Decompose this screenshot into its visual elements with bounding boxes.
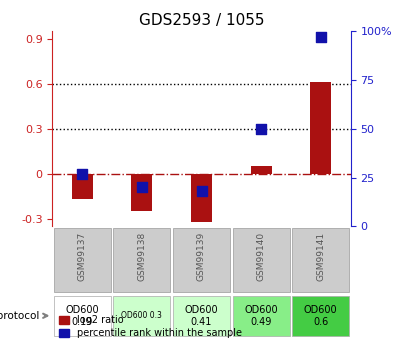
Text: OD600
0.19: OD600 0.19 [65,305,99,327]
FancyBboxPatch shape [113,228,170,292]
Text: GSM99138: GSM99138 [137,232,146,281]
Text: GSM99140: GSM99140 [257,232,266,281]
Bar [72,174,93,199]
Text: GSM99141: GSM99141 [316,232,325,281]
FancyBboxPatch shape [233,296,290,336]
Point [139,185,145,190]
Text: OD600
0.41: OD600 0.41 [185,305,218,327]
FancyBboxPatch shape [113,296,170,336]
Text: OD600
0.49: OD600 0.49 [244,305,278,327]
Legend: log2 ratio, percentile rank within the sample: log2 ratio, percentile rank within the s… [57,313,244,340]
Text: OD600 0.3: OD600 0.3 [121,311,162,320]
Title: GDS2593 / 1055: GDS2593 / 1055 [139,13,264,29]
Point [198,188,205,194]
Text: OD600
0.6: OD600 0.6 [304,305,338,327]
Bar [191,174,212,222]
Bar [310,82,331,174]
Text: GSM99137: GSM99137 [78,232,87,281]
FancyBboxPatch shape [54,228,111,292]
FancyBboxPatch shape [292,228,349,292]
Point [318,34,324,40]
Bar [131,174,152,211]
FancyBboxPatch shape [292,296,349,336]
FancyBboxPatch shape [233,228,290,292]
FancyBboxPatch shape [173,296,230,336]
Point [258,126,264,131]
Text: GSM99139: GSM99139 [197,232,206,281]
Point [79,171,85,176]
Text: growth protocol: growth protocol [0,311,47,321]
Bar [251,166,272,174]
FancyBboxPatch shape [173,228,230,292]
FancyBboxPatch shape [54,296,111,336]
